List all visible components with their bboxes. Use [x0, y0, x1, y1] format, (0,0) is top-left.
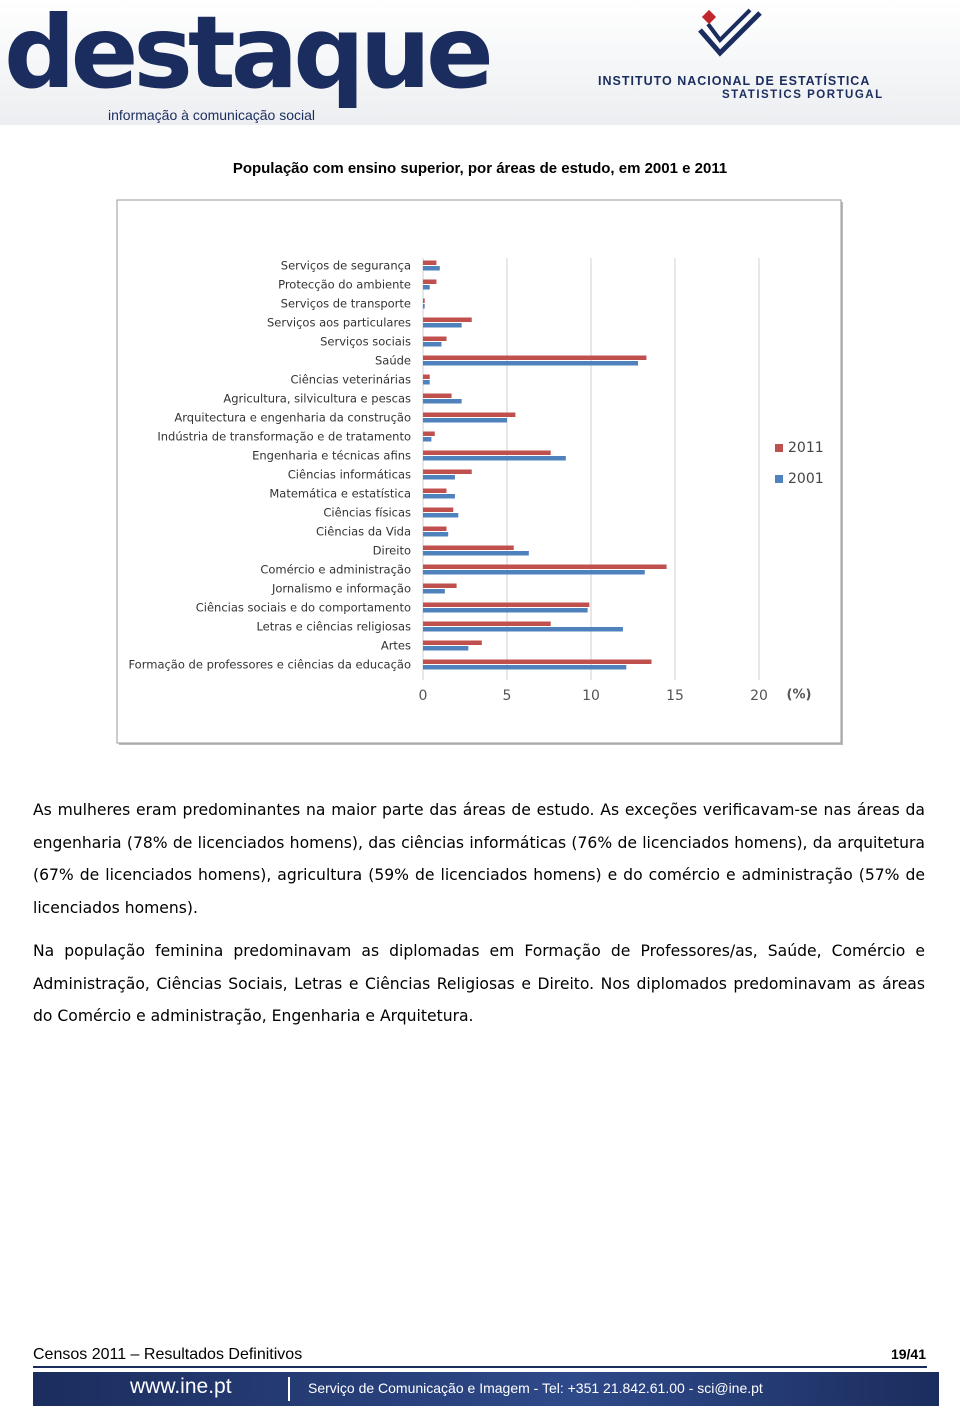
- logo: destaque: [4, 0, 494, 111]
- axis-label: (%): [787, 688, 812, 703]
- x-tick-label: 5: [503, 688, 512, 704]
- category-label: Serviços aos particulares: [267, 316, 411, 330]
- bar: [423, 545, 514, 550]
- bar: [423, 393, 452, 398]
- bar: [423, 399, 462, 404]
- institute-en: STATISTICS PORTUGAL: [722, 89, 884, 101]
- bar: [423, 336, 447, 341]
- header: destaque informação à comunicação social…: [0, 0, 960, 125]
- bar: [423, 570, 645, 575]
- institute: INSTITUTO NACIONAL DE ESTATÍSTICA: [598, 74, 871, 88]
- bar: [423, 532, 449, 537]
- bar: [423, 279, 437, 284]
- bar: [423, 456, 566, 461]
- bar: [423, 507, 454, 512]
- legend-swatch: [775, 444, 783, 452]
- bar: [423, 475, 455, 480]
- bar: [423, 665, 627, 670]
- paragraph: As mulheres eram predominantes na maior …: [33, 801, 925, 917]
- bar: [423, 627, 623, 632]
- x-tick-label: 15: [666, 688, 684, 704]
- category-label: Ciências da Vida: [316, 525, 411, 539]
- category-label: Saúde: [375, 354, 411, 368]
- category-label: Indústria de transformação e de tratamen…: [157, 430, 411, 444]
- bar: [423, 640, 482, 645]
- category-label: Ciências informáticas: [288, 468, 411, 482]
- publication: Censos 2011 – Resultados Definitivos: [33, 1346, 303, 1363]
- chart-title: População com ensino superior, por áreas…: [232, 160, 728, 177]
- category-label: Ciências veterinárias: [291, 373, 412, 387]
- bar: [423, 342, 442, 347]
- category-label: Protecção do ambiente: [278, 278, 411, 292]
- paragraph: Na população feminina predominavam as di…: [33, 942, 925, 1025]
- category-label: Ciências físicas: [323, 506, 411, 520]
- ine-logo: [698, 8, 762, 57]
- bar: [423, 551, 529, 556]
- category-label: Serviços de segurança: [281, 259, 411, 273]
- separator: [288, 1377, 290, 1401]
- bar: [423, 608, 588, 613]
- bar: [423, 659, 652, 664]
- site: www.ine.pt: [130, 1375, 232, 1398]
- category-label: Direito: [373, 544, 411, 558]
- bar: [423, 564, 667, 569]
- bar: [423, 602, 590, 607]
- bar: [423, 450, 551, 455]
- category-label: Serviços sociais: [320, 335, 411, 349]
- bar: [423, 285, 430, 290]
- bar: [423, 469, 472, 474]
- footer-bar: [33, 1372, 939, 1406]
- bar: [423, 583, 457, 588]
- bar: [423, 304, 425, 309]
- bar: [423, 412, 516, 417]
- category-label: Jornalismo e informação: [271, 582, 411, 596]
- category-label: Agricultura, silvicultura e pescas: [223, 392, 411, 406]
- x-tick-label: 0: [419, 688, 428, 704]
- bar: [423, 494, 455, 499]
- category-label: Artes: [381, 639, 411, 653]
- tagline: informação à comunicação social: [108, 107, 315, 123]
- legend-label: 2011: [788, 440, 824, 456]
- bar: [423, 260, 437, 265]
- category-label: Comércio e administração: [260, 563, 411, 577]
- bar: [423, 513, 459, 518]
- bar: [423, 431, 435, 436]
- category-label: Engenharia e técnicas afins: [252, 449, 411, 463]
- bar: [423, 323, 462, 328]
- legend-label: 2001: [788, 471, 824, 487]
- footer-rule: [33, 1366, 927, 1368]
- bar: [423, 361, 639, 366]
- category-label: Serviços de transporte: [281, 297, 411, 311]
- page-number: 19/41: [890, 1346, 926, 1362]
- category-label: Ciências sociais e do comportamento: [196, 601, 411, 615]
- bar: [423, 488, 447, 493]
- x-tick-label: 20: [750, 688, 768, 704]
- bar: [423, 589, 445, 594]
- bar: [423, 418, 507, 423]
- category-label: Matemática e estatística: [269, 487, 411, 501]
- bar: [423, 298, 425, 303]
- category-label: Formação de professores e ciências da ed…: [128, 658, 411, 672]
- chart-frame: [116, 199, 842, 744]
- category-label: Letras e ciências religiosas: [256, 620, 411, 634]
- category-label: Arquitectura e engenharia da construção: [174, 411, 411, 425]
- bar: [423, 355, 647, 360]
- bar: [423, 437, 432, 442]
- chart: 0 5 10 15 20 (%) Serviços de segurança Protecçã…: [116, 199, 843, 745]
- bar: [423, 317, 472, 322]
- bar: [423, 526, 447, 531]
- bar: [423, 621, 551, 626]
- bar: [423, 380, 430, 385]
- contact: Serviço de Comunicação e Imagem - Tel: +…: [308, 1380, 763, 1396]
- x-tick-label: 10: [582, 688, 600, 704]
- legend-swatch: [775, 475, 783, 483]
- bar: [423, 374, 430, 379]
- bar: [423, 646, 469, 651]
- bar: [423, 266, 440, 271]
